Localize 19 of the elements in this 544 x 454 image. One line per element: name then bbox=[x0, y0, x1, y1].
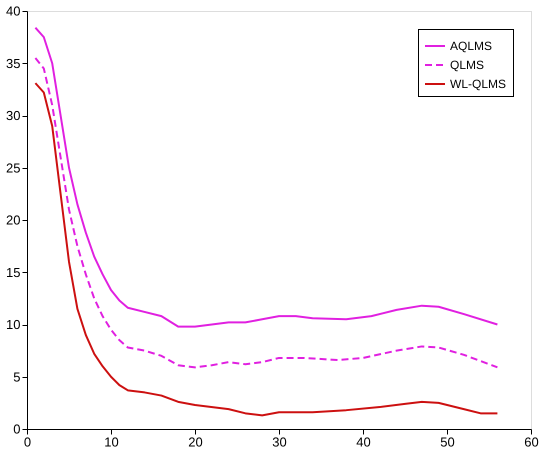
x-tick-label: 40 bbox=[356, 434, 371, 450]
legend-label: WL-QLMS bbox=[450, 77, 506, 91]
y-tick-label: 30 bbox=[6, 108, 20, 123]
y-tick-label: 35 bbox=[6, 56, 20, 71]
x-tick-label: 20 bbox=[188, 434, 203, 450]
x-tick-label: 50 bbox=[440, 434, 455, 450]
y-tick-label: 40 bbox=[6, 4, 20, 18]
x-tick-label: 10 bbox=[104, 434, 119, 450]
legend-label: AQLMS bbox=[450, 39, 492, 53]
legend-label: QLMS bbox=[450, 58, 484, 72]
x-tick-label: 0 bbox=[24, 434, 32, 450]
y-tick-label: 20 bbox=[6, 212, 20, 228]
x-tick-label: 30 bbox=[272, 434, 287, 450]
y-tick-label: 0 bbox=[13, 422, 20, 436]
x-tick-label: 60 bbox=[524, 434, 539, 450]
y-tick-label: 25 bbox=[6, 160, 20, 176]
y-tick-label: 5 bbox=[13, 369, 20, 384]
y-tick-label: 15 bbox=[6, 264, 20, 280]
y-tick-label: 10 bbox=[6, 317, 20, 332]
